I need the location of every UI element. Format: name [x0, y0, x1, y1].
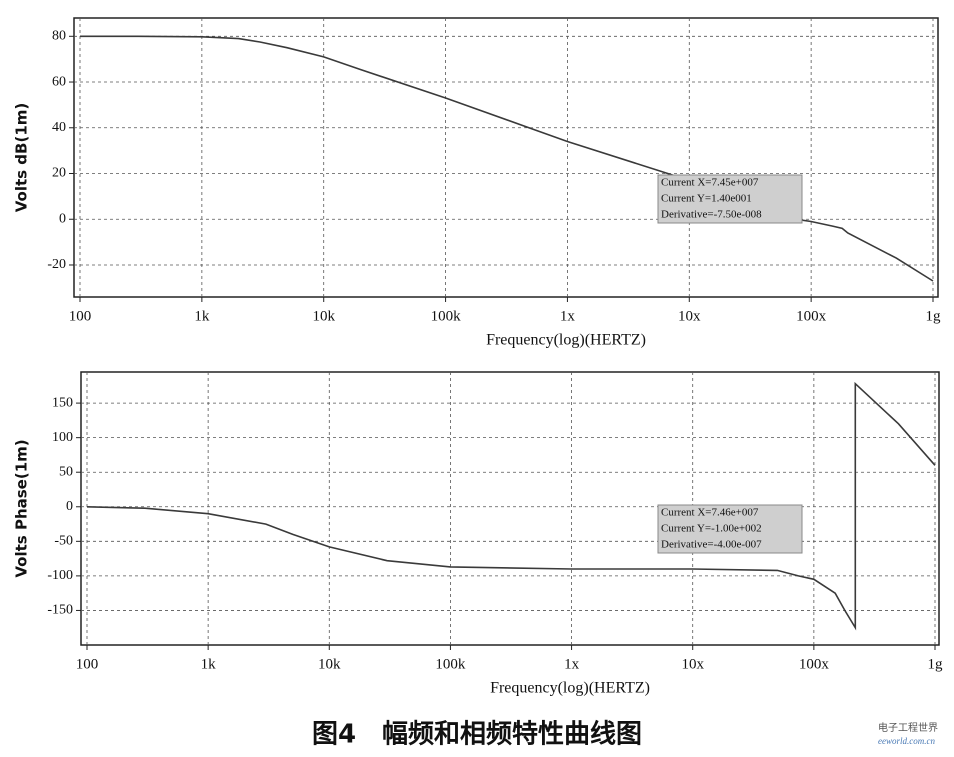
x-tick-label: 1g [926, 308, 942, 324]
y-tick-label: 50 [59, 464, 73, 479]
annotation: Current X=7.45e+007 [661, 177, 759, 189]
watermark: 电子工程世界 [878, 721, 938, 734]
y-axis-label: Volts dB(1m) [13, 103, 31, 213]
x-tick-label: 1k [201, 656, 217, 672]
y-tick-label: 20 [52, 166, 66, 181]
y-tick-label: -20 [47, 257, 66, 272]
x-tick-label: 1g [928, 656, 944, 672]
y-tick-label: 40 [52, 120, 66, 135]
y-tick-label: 0 [66, 499, 73, 514]
y-tick-label: 100 [52, 430, 73, 445]
y-axis-label: Volts Phase(1m) [13, 439, 31, 577]
plot-frame [80, 371, 940, 646]
y-tick-label: 80 [52, 29, 66, 44]
x-tick-label: 1k [194, 308, 210, 324]
x-tick-label: 10x [681, 656, 704, 672]
x-tick-label: 10k [312, 308, 335, 324]
x-tick-label: 100 [69, 308, 92, 324]
x-tick-label: 100 [76, 656, 99, 672]
x-axis-label: Frequency(log)(HERTZ) [486, 332, 646, 349]
y-tick-label: 0 [59, 211, 66, 226]
annotation: Current X=7.46e+007 [661, 507, 759, 519]
annotation-box [657, 504, 803, 554]
annotation: Derivative=-4.00e-007 [661, 539, 762, 551]
annotation-box [657, 174, 803, 224]
y-tick-label: 150 [52, 395, 73, 410]
caption: 图4 幅频和相频特性曲线图 [312, 719, 642, 750]
annotation: Derivative=-7.50e-008 [661, 209, 762, 221]
watermark: eeworld.com.cn [878, 736, 935, 746]
y-tick-label: -100 [47, 568, 73, 583]
annotation: Current Y=1.40e001 [661, 193, 752, 205]
x-tick-label: 10k [318, 656, 341, 672]
plot-frame [73, 17, 939, 298]
y-tick-label: -50 [54, 534, 73, 549]
y-tick-label: -150 [47, 603, 73, 618]
x-tick-label: 100x [796, 308, 827, 324]
x-tick-label: 100k [435, 656, 466, 672]
x-tick-label: 100k [431, 308, 462, 324]
x-tick-label: 1x [564, 656, 580, 672]
x-tick-label: 1x [560, 308, 576, 324]
annotation: Current Y=-1.00e+002 [661, 523, 762, 535]
x-tick-label: 100x [799, 656, 830, 672]
y-tick-label: 60 [52, 74, 66, 89]
curve [80, 35, 934, 282]
x-axis-label: Frequency(log)(HERTZ) [490, 680, 650, 697]
x-tick-label: 10x [678, 308, 701, 324]
curve [86, 381, 936, 631]
